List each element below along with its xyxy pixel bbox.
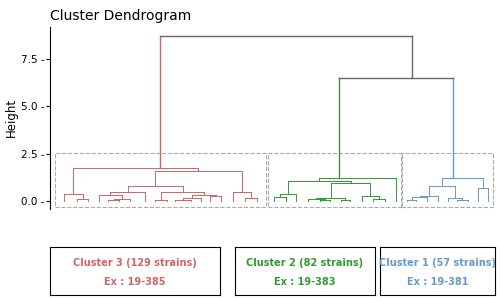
Text: Ex : 19-381: Ex : 19-381 — [407, 277, 468, 287]
Bar — [268, 153, 402, 207]
Bar — [55, 153, 266, 207]
Text: Ex : 19-385: Ex : 19-385 — [104, 277, 166, 287]
Bar — [401, 153, 494, 207]
Text: Cluster 3 (129 strains): Cluster 3 (129 strains) — [73, 257, 197, 268]
Text: Cluster 1 (57 strains): Cluster 1 (57 strains) — [379, 257, 496, 268]
Text: Cluster Dendrogram: Cluster Dendrogram — [50, 9, 191, 23]
Text: Ex : 19-383: Ex : 19-383 — [274, 277, 336, 287]
Y-axis label: Height: Height — [5, 98, 18, 137]
Text: Cluster 2 (82 strains): Cluster 2 (82 strains) — [246, 257, 364, 268]
